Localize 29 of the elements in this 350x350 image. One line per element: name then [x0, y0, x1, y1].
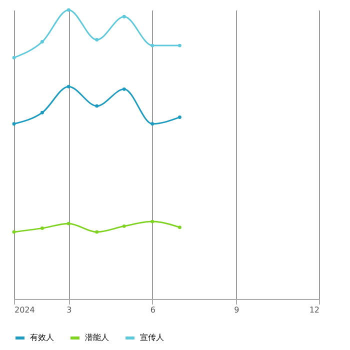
x-tick-label: 6	[150, 306, 156, 314]
point	[178, 115, 182, 119]
legend-label: 有效人	[30, 333, 54, 342]
point	[95, 38, 99, 42]
legend-label: 潜能人	[85, 333, 109, 342]
point	[40, 226, 44, 230]
point	[66, 222, 70, 226]
point	[150, 220, 154, 224]
x-tick-label: 3	[66, 306, 72, 314]
point	[150, 122, 154, 126]
point	[122, 87, 126, 91]
point	[178, 226, 182, 230]
point	[122, 14, 126, 18]
point	[150, 44, 154, 48]
x-tick-label: 12	[309, 306, 320, 314]
point	[66, 8, 70, 12]
legend-label: 宣传人	[140, 333, 164, 342]
point	[40, 110, 44, 114]
x-tick-label: 9	[234, 306, 240, 314]
point	[122, 224, 126, 228]
point	[95, 104, 99, 108]
x-tick-label: 2024	[14, 306, 35, 314]
point	[95, 230, 99, 234]
point	[66, 84, 70, 88]
point	[40, 40, 44, 44]
point	[12, 230, 16, 234]
point	[12, 56, 16, 60]
point	[12, 122, 16, 126]
point	[178, 44, 182, 48]
